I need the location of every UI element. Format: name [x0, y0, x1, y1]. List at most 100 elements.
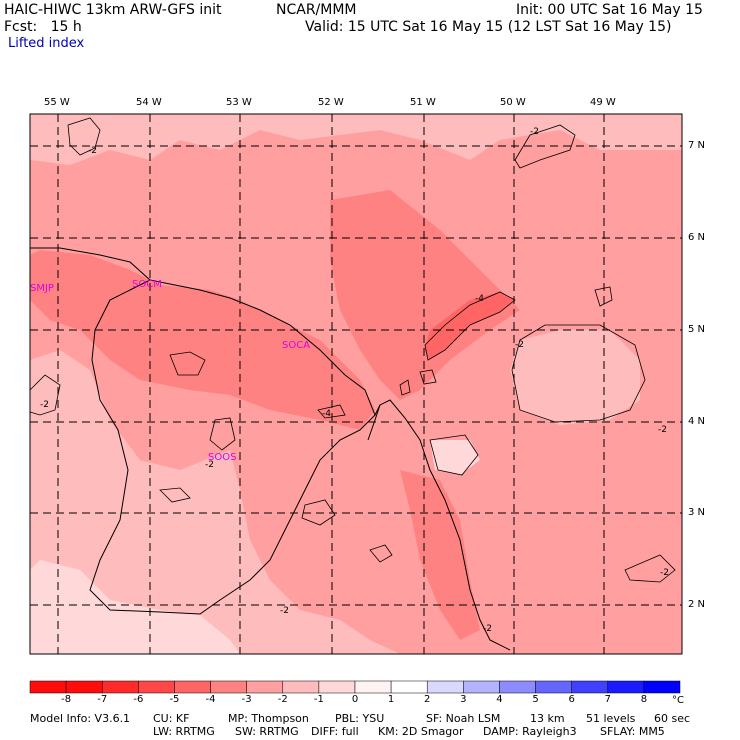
field-name: Lifted index — [8, 36, 85, 51]
contour-line — [369, 544, 393, 563]
colorbar-swatch — [101, 680, 139, 694]
colorbar-tick-label: -3 — [241, 694, 252, 705]
lat-label: 7 N — [688, 140, 706, 151]
colorbar-swatch — [426, 680, 464, 694]
colorbar-swatch — [138, 680, 175, 694]
colorbar-swatch — [65, 680, 103, 694]
surface-scheme: SF: Noah LSM — [426, 712, 501, 725]
pbl-scheme: PBL: YSU — [335, 712, 385, 725]
lon-label: 49 W — [590, 97, 616, 108]
colorbar-swatch — [390, 680, 428, 694]
contour-line — [67, 117, 101, 156]
contour-value: -2 — [88, 146, 97, 156]
colorbar-swatch — [246, 680, 284, 694]
damping-option: DAMP: Rayleigh3 — [483, 725, 577, 738]
colorbar-tick-label: -5 — [169, 694, 180, 705]
colorbar-tick-label: 1 — [387, 694, 395, 705]
colorbar — [29, 680, 681, 694]
region-moderate — [330, 190, 520, 400]
colorbar-tick-label: -2 — [277, 694, 288, 705]
contour-line — [419, 369, 437, 385]
colorbar-tick-label: -4 — [205, 694, 216, 705]
colorbar-tick-label: 4 — [496, 694, 503, 705]
contour-value: -2 — [658, 425, 667, 435]
boundaries — [30, 247, 511, 651]
lat-label: 5 N — [688, 324, 706, 335]
colorbar-tick-label: -8 — [61, 694, 72, 705]
region-weak — [30, 114, 682, 165]
contour-value: -2 — [660, 568, 669, 578]
contour-line — [169, 351, 206, 376]
map-frame — [29, 113, 683, 655]
colorbar-tick-label: 7 — [604, 694, 611, 705]
contour-value: -2 — [205, 460, 214, 470]
model-title: HAIC-HIWC 13km ARW-GFS init — [4, 2, 222, 18]
contour-value: -2 — [515, 340, 524, 350]
lat-label: 6 N — [688, 232, 706, 243]
forecast-hour: Fcst: 15 h — [4, 19, 82, 35]
station-label: SOOS — [208, 452, 237, 463]
colorbar-tick-label: 6 — [568, 694, 575, 705]
contour-value: -2 — [280, 606, 289, 616]
vertical-levels: 51 levels — [586, 712, 636, 725]
colorbar-tick-label: 5 — [532, 694, 539, 705]
time-step: 60 sec — [654, 712, 691, 725]
contour-line — [511, 324, 646, 423]
colorbar-swatch — [318, 680, 356, 694]
colorbar-swatch — [571, 680, 609, 694]
colorbar-tick-label: 3 — [460, 694, 467, 705]
contour-line — [429, 434, 479, 476]
contour-value: -4 — [475, 294, 484, 304]
km-option: KM: 2D Smagor — [378, 725, 464, 738]
colorbar-swatch — [174, 680, 211, 694]
lat-label: 3 N — [688, 507, 706, 518]
lat-label: 2 N — [688, 599, 706, 610]
region-weak — [510, 330, 640, 425]
contour-line — [29, 374, 61, 416]
colorbar-swatch — [210, 680, 247, 694]
colorbar-tick-label: -1 — [313, 694, 324, 705]
contour-line — [594, 286, 613, 307]
contour-line — [301, 499, 336, 526]
colorbar-tick-label: 2 — [424, 694, 431, 705]
colorbar-tick-label: -7 — [97, 694, 108, 705]
graticule — [30, 114, 682, 654]
colorbar-tick-label: -6 — [133, 694, 144, 705]
colorbar-swatch — [463, 680, 500, 694]
contours — [29, 117, 676, 583]
contour-line — [159, 487, 191, 503]
colorbar-unit: °C — [672, 695, 684, 706]
colorbar-swatch — [643, 680, 681, 694]
contour-line — [209, 417, 236, 451]
coastline — [367, 404, 381, 441]
contour-value: -4 — [322, 409, 331, 419]
region-very-weak — [430, 440, 480, 475]
station-label: SOCM — [132, 279, 162, 290]
lon-label: 52 W — [318, 97, 344, 108]
contour-value: -2 — [40, 400, 49, 410]
lon-label: 55 W — [44, 97, 70, 108]
region-strong — [424, 292, 515, 360]
org-label: NCAR/MMM — [276, 2, 357, 18]
region-very-weak — [30, 560, 240, 654]
surface-layer-option: SFLAY: MM5 — [600, 725, 665, 738]
colorbar-swatch — [29, 680, 67, 694]
model-info: Model Info: V3.6.1 — [30, 712, 131, 725]
diffusion-option: DIFF: full — [311, 725, 359, 738]
colorbar-tick-label: 0 — [351, 694, 359, 705]
region-weak — [30, 350, 400, 654]
contour-value: -2 — [483, 624, 492, 634]
lon-label: 54 W — [136, 97, 162, 108]
colorbar-swatch — [354, 680, 392, 694]
microphysics-scheme: MP: Thompson — [228, 712, 309, 725]
colorbar-tick-label: 8 — [640, 694, 648, 705]
shortwave-scheme: SW: RRTMG — [235, 725, 299, 738]
lon-label: 53 W — [226, 97, 252, 108]
station-label: SMJP — [30, 283, 54, 294]
colorbar-swatch — [535, 680, 572, 694]
colorbar-swatch — [499, 680, 536, 694]
country-border — [89, 279, 376, 615]
region-moderate — [30, 250, 375, 430]
lat-label: 4 N — [688, 416, 706, 427]
